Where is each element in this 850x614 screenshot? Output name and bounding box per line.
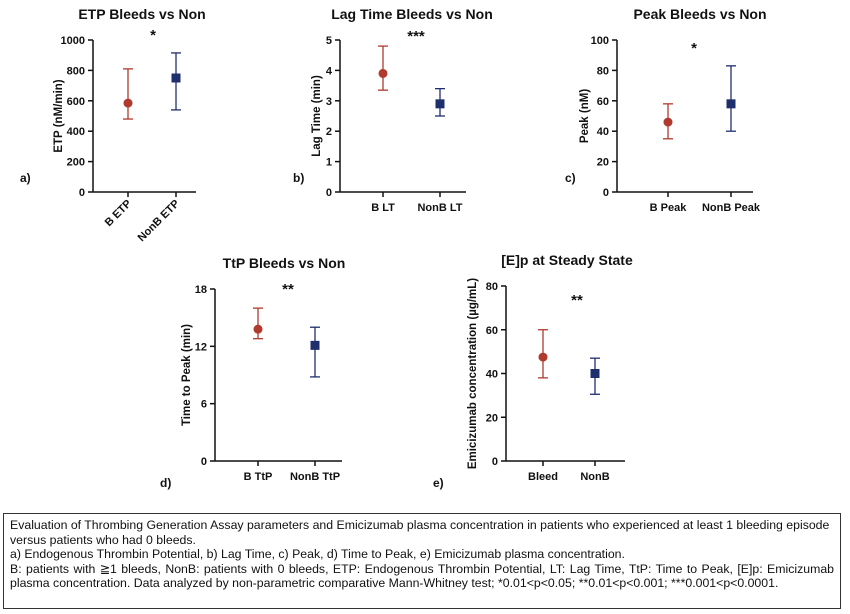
x-tick-label: B ETP: [103, 198, 134, 229]
panel-label: d): [160, 476, 171, 490]
x-tick-label: B TtP: [244, 471, 273, 483]
y-tick-label: 4: [326, 65, 333, 77]
y-tick-label: 40: [597, 126, 609, 138]
chart-title: TtP Bleeds vs Non: [223, 255, 346, 271]
x-tick-label: NonB LT: [417, 202, 462, 214]
y-tick-label: 800: [67, 65, 85, 77]
figure-caption: Evaluation of Thrombing Generation Assay…: [3, 513, 841, 609]
data-point-b-peak: [663, 117, 673, 127]
y-tick-label: 0: [79, 187, 85, 199]
data-point-b-etp: [123, 98, 133, 108]
panel-label: e): [433, 476, 444, 490]
panel-label: c): [565, 171, 576, 185]
chart-title: Lag Time Bleeds vs Non: [331, 6, 493, 22]
y-tick-label: 60: [486, 325, 498, 337]
significance-marker: *: [150, 27, 156, 44]
chart-title: ETP Bleeds vs Non: [78, 6, 205, 22]
chart-panel-1: ETP Bleeds vs Non ETP (nM/min) 0 200 400 600 8…: [20, 6, 206, 244]
significance-marker: ***: [407, 28, 425, 45]
chart-title: [E]p at Steady State: [501, 252, 633, 268]
y-tick-label: 0: [326, 187, 332, 199]
data-point-bleed: [538, 352, 548, 362]
y-tick-label: 400: [67, 126, 85, 138]
x-tick-label: NonB: [580, 471, 609, 483]
y-tick-label: 0: [201, 456, 207, 468]
data-point-nonb: [590, 369, 600, 378]
significance-marker: **: [571, 292, 583, 309]
y-tick-label: 1000: [61, 35, 85, 47]
y-tick-label: 600: [67, 96, 85, 108]
y-tick-label: 3: [326, 96, 332, 108]
significance-marker: **: [282, 281, 294, 298]
y-axis-label: Lag Time (min): [311, 75, 323, 157]
y-tick-label: 40: [486, 369, 498, 381]
x-tick-label: NonB TtP: [290, 471, 340, 483]
panel-label: b): [293, 171, 304, 185]
y-tick-label: 0: [603, 187, 609, 199]
y-axis-label: Time to Peak (min): [181, 324, 193, 426]
data-point-nonb-peak: [726, 99, 736, 109]
y-tick-label: 1: [326, 157, 332, 169]
y-tick-label: 2: [326, 126, 332, 138]
x-tick-label: B LT: [371, 202, 395, 214]
x-tick-label: NonB ETP: [136, 198, 183, 245]
caption-line-2: a) Endogenous Thrombin Potential, b) Lag…: [10, 547, 625, 562]
x-tick-label: B Peak: [650, 202, 688, 214]
data-point-b-ttp: [253, 324, 263, 334]
significance-marker: *: [691, 40, 697, 57]
chart-panel-4: TtP Bleeds vs Non Time to Peak (min) 0 6 12 1…: [160, 255, 345, 490]
y-tick-label: 80: [486, 281, 498, 293]
data-point-nonb-etp: [171, 73, 181, 83]
y-tick-label: 6: [201, 399, 207, 411]
y-axis-label: Peak (nM): [579, 89, 591, 143]
y-tick-label: 5: [326, 35, 332, 47]
data-point-nonb-ttp: [310, 340, 320, 350]
x-tick-label: NonB Peak: [702, 202, 761, 214]
y-tick-label: 20: [486, 412, 498, 424]
y-tick-label: 0: [492, 456, 498, 468]
data-point-b-lt: [378, 68, 388, 78]
y-axis-label: ETP (nM/min): [53, 79, 65, 152]
y-tick-label: 12: [195, 341, 207, 353]
y-tick-label: 18: [195, 284, 207, 296]
y-tick-label: 80: [597, 65, 609, 77]
chart-panel-3: Peak Bleeds vs Non Peak (nM) 0 20 40 60 80 100 B…: [565, 6, 767, 214]
chart-panel-5: [E]p at Steady State Emicizumab concentra…: [433, 252, 633, 490]
y-tick-label: 20: [597, 157, 609, 169]
x-tick-label: Bleed: [528, 471, 558, 483]
data-point-nonb-lt: [435, 99, 445, 109]
caption-line-3: B: patients with ≧1 bleeds, NonB: patien…: [10, 561, 834, 591]
y-axis-label: Emicizumab concentration (µg/mL): [467, 278, 479, 469]
caption-line-1: Evaluation of Thrombing Generation Assay…: [10, 518, 830, 547]
chart-title: Peak Bleeds vs Non: [633, 6, 766, 22]
y-tick-label: 200: [67, 157, 85, 169]
y-tick-label: 60: [597, 96, 609, 108]
y-tick-label: 100: [591, 35, 609, 47]
panel-label: a): [20, 171, 31, 185]
chart-panel-2: Lag Time Bleeds vs Non Lag Time (min) 0 1 2 3…: [293, 6, 493, 214]
